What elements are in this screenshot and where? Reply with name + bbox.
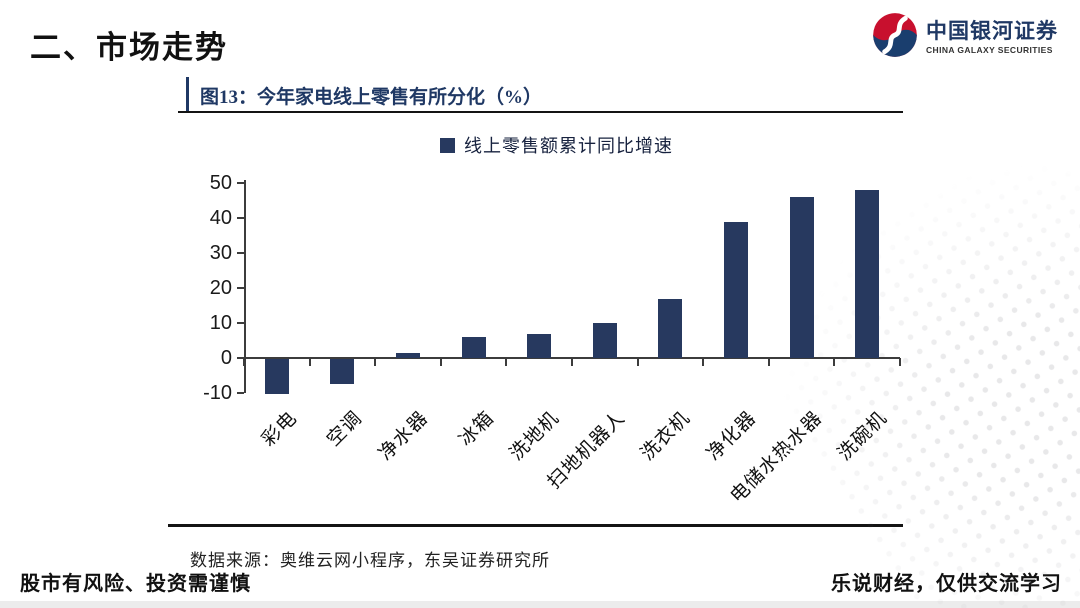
footer-credit: 乐说财经，仅供交流学习 bbox=[831, 567, 1062, 596]
x-axis-tick bbox=[833, 358, 836, 366]
chart-bar bbox=[855, 190, 880, 358]
y-axis-tick bbox=[237, 357, 244, 359]
y-axis-label: 20 bbox=[209, 277, 232, 299]
x-axis-tick bbox=[308, 358, 311, 366]
page-title: 二、市场走势 bbox=[30, 30, 228, 65]
chart-bar bbox=[592, 323, 617, 358]
chart-bar bbox=[396, 352, 420, 358]
logo-name-en: CHINA GALAXY SECURITIES bbox=[926, 45, 1053, 55]
footer-disclaimer: 股市有风险、投资需谨慎 bbox=[20, 573, 251, 595]
x-axis-tick bbox=[243, 358, 245, 366]
y-axis-label: 40 bbox=[209, 207, 232, 229]
x-axis-tick bbox=[702, 358, 705, 366]
x-axis-tick bbox=[636, 358, 639, 366]
y-axis-label: 50 bbox=[209, 172, 232, 194]
figure-bottom-border bbox=[168, 524, 903, 527]
figure-title: 图13：今年家电线上零售有所分化（%） bbox=[200, 87, 543, 108]
x-axis-tick bbox=[374, 358, 377, 366]
x-axis-tick bbox=[439, 358, 442, 366]
chart-bar bbox=[658, 298, 683, 358]
bottom-edge-strip bbox=[0, 601, 1080, 608]
y-axis-tick bbox=[237, 392, 244, 394]
figure-title-underline bbox=[178, 111, 903, 113]
galaxy-logo-text: 中国银河证券 CHINA GALAXY SECURITIES bbox=[926, 15, 1058, 55]
y-axis-label: -10 bbox=[203, 382, 232, 404]
figure-title-left-rule bbox=[186, 77, 189, 112]
chart-bar bbox=[724, 221, 748, 358]
galaxy-logo-icon bbox=[873, 13, 917, 57]
y-axis-label: 10 bbox=[209, 312, 232, 334]
y-axis-tick bbox=[237, 182, 244, 184]
x-axis-tick bbox=[571, 358, 573, 366]
chart-bar bbox=[527, 333, 552, 358]
legend-label: 线上零售额累计同比增速 bbox=[464, 136, 673, 156]
galaxy-logo: 中国银河证券 CHINA GALAXY SECURITIES bbox=[872, 12, 1058, 58]
y-axis-tick bbox=[237, 322, 244, 324]
x-axis-tick bbox=[767, 358, 770, 366]
chart-bar bbox=[264, 359, 289, 394]
chart-bar bbox=[330, 359, 355, 384]
data-source-note: 数据来源：奥维云网小程序，东吴证券研究所 bbox=[190, 551, 550, 570]
chart-legend: 线上零售额累计同比增速 bbox=[440, 132, 673, 158]
logo-name-cn: 中国银河证券 bbox=[926, 20, 1058, 43]
y-axis-label: 30 bbox=[209, 242, 232, 264]
y-axis-line bbox=[244, 180, 246, 393]
chart-bar bbox=[789, 197, 814, 358]
chart-bar bbox=[461, 337, 486, 358]
y-axis-label: 0 bbox=[220, 347, 232, 369]
y-axis-tick bbox=[237, 217, 244, 219]
legend-square-marker bbox=[440, 137, 455, 153]
x-axis-tick bbox=[899, 358, 901, 366]
y-axis-tick bbox=[237, 287, 244, 289]
x-axis-tick bbox=[505, 358, 508, 366]
y-axis-tick bbox=[237, 252, 244, 254]
